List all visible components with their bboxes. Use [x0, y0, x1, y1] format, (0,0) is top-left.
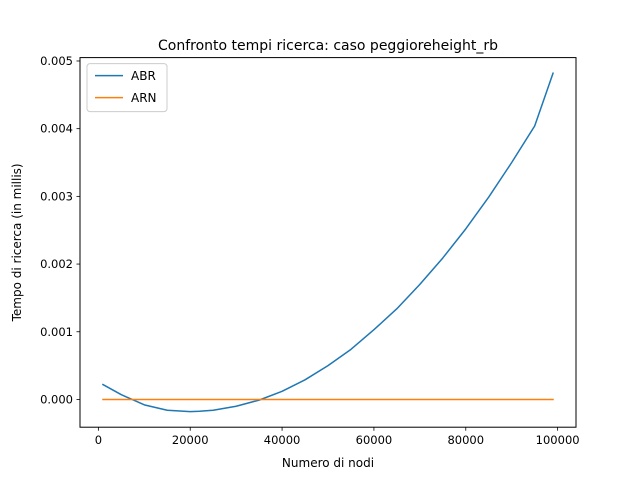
y-tick-label: 0.003 — [40, 189, 73, 203]
legend: ABR ARN — [86, 63, 168, 113]
y-tick-label: 0.001 — [40, 325, 73, 339]
y-tick-label: 0.004 — [40, 122, 73, 136]
x-tick-label: 40000 — [264, 433, 301, 447]
x-tick-label: 60000 — [356, 433, 393, 447]
y-axis-label: Tempo di ricerca (in millis) — [10, 163, 24, 322]
x-tick-label: 100000 — [536, 433, 580, 447]
axis-ticks: 0 20000 40000 60000 80000 100000 0.000 0.001 0.0… — [40, 54, 580, 447]
x-tick-label: 20000 — [172, 433, 209, 447]
x-tick-label: 80000 — [447, 433, 484, 447]
chart-title: Confronto tempi ricerca: caso peggiorehe… — [158, 38, 498, 54]
series-line-abr — [101, 72, 554, 413]
legend-label-arn: ARN — [131, 91, 157, 105]
legend-label-abr: ABR — [131, 69, 156, 83]
x-tick-label: 0 — [95, 433, 102, 447]
y-tick-label: 0.000 — [40, 392, 73, 406]
plot-area — [101, 72, 554, 413]
x-axis-label: Numero di nodi — [282, 456, 374, 470]
y-tick-label: 0.005 — [40, 54, 73, 68]
axes-frame — [79, 57, 577, 428]
y-tick-label: 0.002 — [40, 257, 73, 271]
